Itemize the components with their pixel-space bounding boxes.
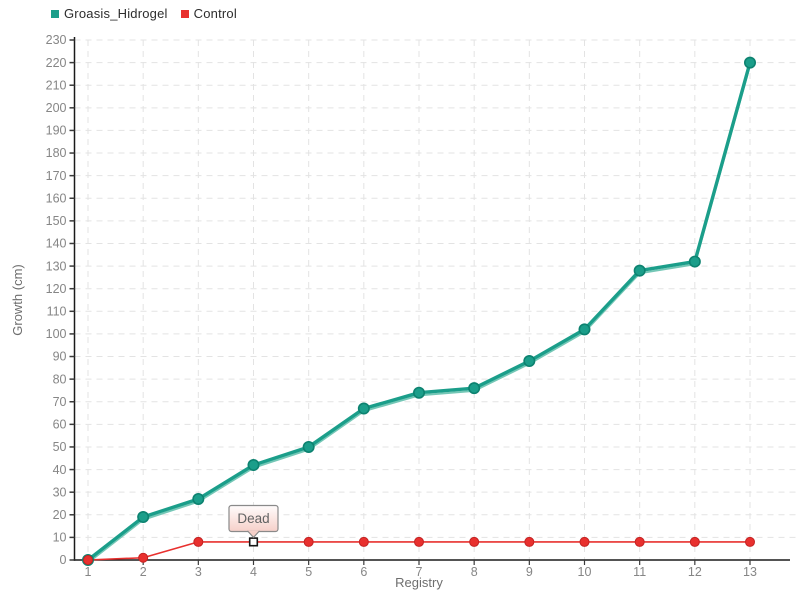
x-tick-label: 4 bbox=[250, 565, 257, 579]
data-point-groasis-hidrogel[interactable] bbox=[357, 402, 370, 415]
y-tick-label: 170 bbox=[46, 169, 67, 183]
x-tick-label: 7 bbox=[416, 565, 423, 579]
y-tick-label: 20 bbox=[53, 508, 67, 522]
y-tick-label: 120 bbox=[46, 282, 67, 296]
y-tick-label: 80 bbox=[53, 372, 67, 386]
data-point-groasis-hidrogel[interactable] bbox=[633, 264, 646, 277]
data-point-control[interactable] bbox=[303, 536, 314, 547]
data-point-control[interactable] bbox=[193, 536, 204, 547]
x-tick-label: 11 bbox=[633, 565, 646, 579]
data-point-control[interactable] bbox=[414, 536, 424, 547]
y-tick-label: 180 bbox=[46, 146, 67, 160]
y-tick-label: 50 bbox=[53, 440, 67, 454]
legend: Groasis_Hidrogel Control bbox=[51, 7, 237, 20]
data-point-groasis-hidrogel[interactable] bbox=[688, 255, 701, 268]
data-point-groasis-hidrogel[interactable] bbox=[412, 386, 425, 399]
data-point-control[interactable] bbox=[745, 536, 755, 547]
y-tick-label: 90 bbox=[53, 350, 67, 364]
y-tick-label: 160 bbox=[46, 191, 67, 205]
y-tick-label: 10 bbox=[53, 531, 67, 545]
y-tick-label: 200 bbox=[46, 101, 67, 115]
y-tick-label: 230 bbox=[46, 33, 67, 47]
data-point-control[interactable] bbox=[83, 555, 93, 565]
data-point-control[interactable] bbox=[634, 536, 645, 547]
y-tick-label: 0 bbox=[60, 553, 67, 567]
data-point-groasis-hidrogel[interactable] bbox=[468, 382, 481, 395]
data-point-groasis-hidrogel[interactable] bbox=[578, 323, 591, 336]
data-point-control[interactable] bbox=[579, 536, 590, 547]
data-point-groasis-hidrogel[interactable] bbox=[247, 459, 260, 472]
y-tick-label: 150 bbox=[46, 214, 67, 228]
x-tick-label: 6 bbox=[360, 565, 367, 579]
y-tick-label: 220 bbox=[46, 56, 67, 70]
data-point-control[interactable] bbox=[469, 536, 480, 547]
y-tick-label: 210 bbox=[46, 78, 67, 92]
dead-tooltip-caret bbox=[247, 530, 260, 539]
data-point-groasis-hidrogel[interactable] bbox=[302, 440, 315, 453]
x-tick-label: 12 bbox=[688, 565, 702, 579]
y-tick-label: 100 bbox=[46, 327, 67, 341]
x-tick-label: 3 bbox=[195, 565, 202, 579]
x-tick-label: 8 bbox=[471, 565, 478, 579]
x-tick-label: 1 bbox=[85, 565, 92, 579]
legend-label-control: Control bbox=[193, 6, 237, 21]
legend-swatch-control bbox=[180, 9, 189, 18]
y-axis-title: Growth (cm) bbox=[10, 264, 25, 336]
y-tick-label: 110 bbox=[47, 305, 67, 319]
data-point-control[interactable] bbox=[524, 536, 535, 547]
data-point-control[interactable] bbox=[689, 536, 700, 547]
data-point-groasis-hidrogel[interactable] bbox=[137, 511, 150, 524]
data-point-groasis-hidrogel[interactable] bbox=[743, 56, 756, 69]
y-tick-label: 140 bbox=[46, 237, 67, 251]
y-tick-label: 190 bbox=[46, 124, 67, 138]
legend-item-control[interactable]: Control bbox=[180, 6, 237, 21]
x-tick-label: 5 bbox=[305, 565, 312, 579]
x-tick-label: 13 bbox=[743, 565, 757, 579]
data-point-control[interactable] bbox=[138, 552, 149, 563]
dead-tooltip-text: Dead bbox=[237, 511, 269, 526]
legend-label-groasis-hidrogel: Groasis_Hidrogel bbox=[64, 6, 168, 21]
x-axis-title: Registry bbox=[395, 575, 443, 590]
legend-swatch-groasis-hidrogel bbox=[51, 9, 59, 18]
x-tick-label: 10 bbox=[578, 565, 592, 579]
y-tick-label: 130 bbox=[46, 259, 67, 273]
data-point-control[interactable] bbox=[358, 536, 369, 547]
dead-point-marker[interactable] bbox=[248, 537, 259, 547]
y-tick-label: 70 bbox=[53, 395, 67, 409]
data-point-groasis-hidrogel[interactable] bbox=[523, 355, 536, 368]
y-tick-label: 60 bbox=[53, 418, 67, 432]
data-point-groasis-hidrogel[interactable] bbox=[192, 492, 205, 505]
y-tick-label: 40 bbox=[53, 463, 67, 477]
x-tick-label: 9 bbox=[526, 565, 533, 579]
x-tick-label: 2 bbox=[140, 565, 147, 579]
y-tick-label: 30 bbox=[53, 485, 67, 499]
legend-item-groasis-hidrogel[interactable]: Groasis_Hidrogel bbox=[51, 7, 168, 20]
